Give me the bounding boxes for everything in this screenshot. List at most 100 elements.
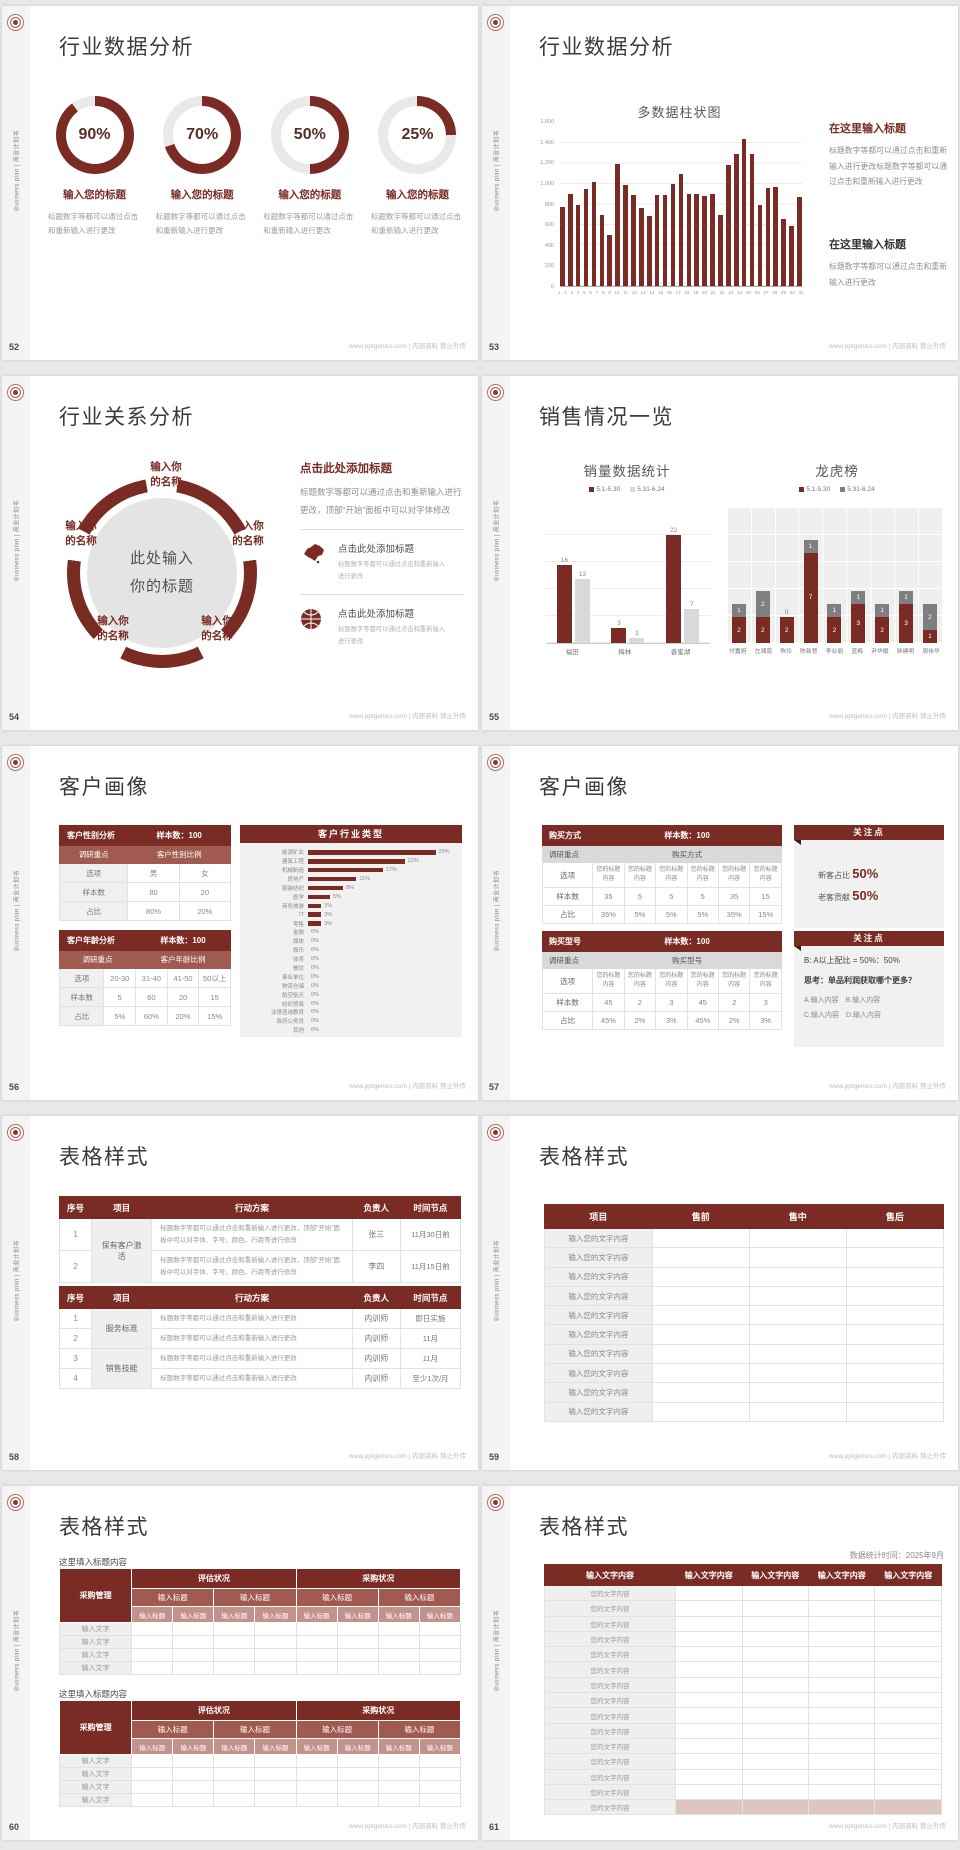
slide-61[interactable]: Business plan | 商业计划书 表格样式 61 www.pptgenius… <box>482 1486 958 1840</box>
empty-cell <box>807 1646 876 1663</box>
table-row: 输入文字 <box>58 1754 462 1768</box>
empty-cell <box>675 1676 743 1694</box>
owner-cell: 内训师 <box>351 1368 401 1389</box>
segment-value: 1 <box>856 594 861 602</box>
header-cell: 项目 <box>91 1196 153 1219</box>
sample-count-cell: 样本数：100 <box>592 931 782 952</box>
bar-segment: 2 <box>731 617 746 643</box>
industry-row: 能源矿业 29% <box>244 848 456 857</box>
empty-cell <box>651 1266 750 1287</box>
plan-cell: 标题数字等都可以通过点击和重新输入进行更改 <box>151 1348 353 1369</box>
time-cell: 11月30日前 <box>399 1218 462 1251</box>
bar <box>611 628 627 643</box>
industry-value: 0% <box>311 1000 319 1007</box>
industry-row: 娱乐 0% <box>244 946 456 955</box>
x-tick-label: 12 <box>631 290 637 295</box>
slide-52[interactable]: Business plan | 商业计划书 行业数据分析 52 www.pptgeni… <box>2 6 478 360</box>
table-cell: 15 <box>198 987 231 1007</box>
slide-57[interactable]: Business plan | 商业计划书 客户画像 57 www.pptgenius… <box>482 746 958 1100</box>
center-title-line: 此处输入 <box>129 549 194 567</box>
slide-58[interactable]: Business plan | 商业计划书 表格样式 58 www.pptgenius… <box>2 1116 478 1470</box>
slide-56[interactable]: Business plan | 商业计划书 客户画像 56 www.pptgenius… <box>2 746 478 1100</box>
table-title-cell: 客户年龄分析 <box>58 930 137 951</box>
time-cell: 至少1次/月 <box>399 1368 462 1389</box>
empty-cell <box>651 1343 750 1365</box>
slide-55[interactable]: Business plan | 商业计划书 销售情况一览 55 www.pptgeni… <box>482 376 958 730</box>
option-cell: 您的标题内容 <box>623 862 657 888</box>
industry-label: 服装纺织 <box>281 886 304 892</box>
empty-cell <box>675 1722 743 1739</box>
table-cell: 选项 <box>58 968 105 988</box>
block-label: 这里填入标题内容 <box>59 1557 128 1567</box>
empty-cell <box>675 1584 743 1602</box>
industry-value: 0% <box>311 1027 319 1034</box>
table-row: 您的文字内容 <box>543 1661 942 1678</box>
page-title: 表格样式 <box>59 1516 149 1539</box>
empty-cell <box>377 1648 420 1662</box>
donut-chart: 50% <box>270 96 349 174</box>
empty-cell <box>874 1707 942 1724</box>
x-tick-label: 李业丽 <box>825 649 844 655</box>
x-tick-label: 钟建明 <box>896 649 915 655</box>
bar <box>574 579 590 643</box>
logo-seal-icon <box>7 1124 24 1141</box>
data-table: 购买方式 样本数：100 调研重点 购买方式 选项 您的标题内容 您的标题内容 您的标题内容您… <box>541 825 782 924</box>
empty-cell <box>748 1227 847 1249</box>
slide-content: 购买方式 样本数：100 调研重点 购买方式 选项 您的标题内容 您的标题内容 您的标题内容您… <box>482 746 958 1100</box>
industry-value: 3% <box>324 902 333 909</box>
chart-title: 销量数据统计 <box>583 464 671 479</box>
x-tick-label: 18 <box>684 290 690 295</box>
segment-value: 1 <box>928 633 932 641</box>
table-row: 输入文字 <box>58 1648 462 1662</box>
x-tick-label: 周伟华 <box>922 649 940 655</box>
empty-cell <box>172 1661 215 1675</box>
empty-cell <box>254 1661 297 1675</box>
node-label-line: 输入你 <box>232 520 264 532</box>
node-label-line: 输入你 <box>150 461 182 473</box>
bar <box>686 194 692 286</box>
table-header-row: 序号 项目 行动方案 负责人 时间节点 <box>58 1196 462 1219</box>
header-cell: 售中 <box>748 1204 847 1229</box>
legend-label: 5.1-5.30 <box>806 486 831 493</box>
donut-body: 标题数字等都可以通过点击和重新输入进行更改 <box>263 212 354 235</box>
industry-value: 3% <box>324 911 333 918</box>
x-tick-label: 17 <box>675 290 681 295</box>
table-row: 您的文字内容 <box>543 1737 942 1755</box>
logo-seal-icon <box>487 384 504 401</box>
donut-item: 50% 输入您的标题 标题数字等都可以通过点击和重新输入进行更改 <box>259 96 360 237</box>
x-tick-label: 陈新慧 <box>800 649 818 655</box>
x-tick-label: 25 <box>745 290 751 295</box>
empty-cell <box>741 1722 809 1739</box>
table-subheader-row: 调研重点 购买型号 <box>541 951 782 969</box>
industry-value: 0% <box>311 1009 319 1016</box>
table-cell: 45 <box>686 993 719 1012</box>
empty-cell <box>807 1661 876 1678</box>
sub-header-cell: 输入标题 <box>172 1738 215 1755</box>
empty-cell <box>748 1247 847 1268</box>
industry-row: 航空航天 0% <box>244 990 456 999</box>
slide-59[interactable]: Business plan | 商业计划书 表格样式 59 www.pptgenius… <box>482 1116 958 1470</box>
y-tick-label: 600 <box>544 222 554 229</box>
industry-value: 0% <box>311 938 319 945</box>
slide-60[interactable]: Business plan | 商业计划书 表格样式 60 www.pptgenius… <box>2 1486 478 1840</box>
donut-hole: 25% <box>388 106 447 164</box>
table-cell: 15% <box>749 905 782 924</box>
slide-54[interactable]: Business plan | 商业计划书 行业关系分析 54 www.pptgeni… <box>2 376 478 730</box>
empty-cell <box>131 1793 174 1807</box>
empty-cell <box>741 1646 809 1663</box>
donut-value: 90% <box>78 126 111 143</box>
sub-header-cell: 输入标题 <box>377 1738 420 1755</box>
bar <box>599 214 605 286</box>
slide-53[interactable]: Business plan | 商业计划书 行业数据分析 53 www.pptgeni… <box>482 6 958 360</box>
empty-cell <box>741 1799 809 1816</box>
empty-cell <box>336 1767 379 1781</box>
industry-label: 零售 <box>292 921 304 928</box>
y-tick-label: 1,400 <box>540 139 554 146</box>
owner-cell: 内训师 <box>351 1328 401 1349</box>
bar <box>726 164 731 286</box>
legend-item: 5.1-5.30 <box>799 486 830 493</box>
empty-cell <box>741 1584 809 1602</box>
empty-cell <box>213 1648 256 1662</box>
